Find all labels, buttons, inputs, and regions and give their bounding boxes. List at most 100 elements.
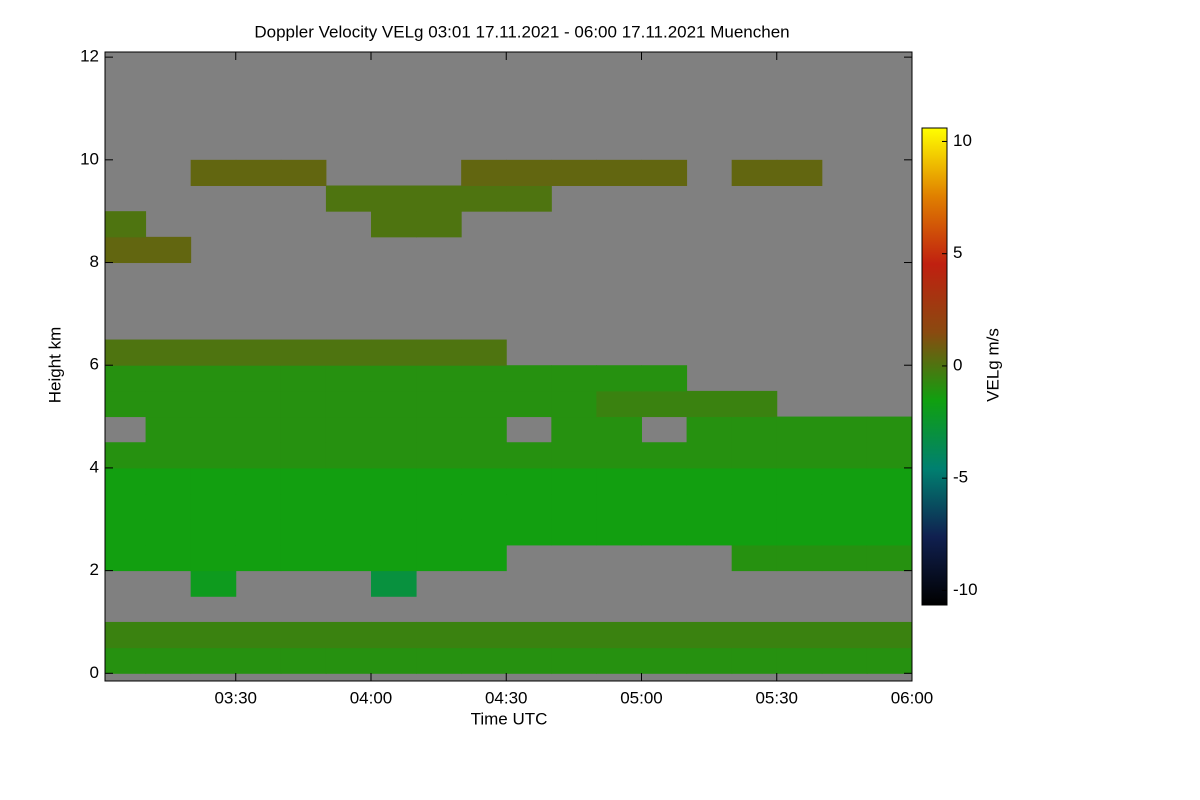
- heatmap-cell: [461, 339, 507, 366]
- x-tick-label: 05:00: [620, 688, 663, 707]
- heatmap-cell: [280, 339, 327, 366]
- heatmap-cell: [461, 416, 507, 443]
- colorbar-tick-label: -10: [953, 580, 978, 599]
- heatmap-cell: [280, 159, 327, 187]
- heatmap-cell: [551, 467, 597, 495]
- heatmap-cell: [370, 365, 417, 392]
- y-tick-label: 0: [90, 663, 99, 682]
- heatmap-cell: [235, 365, 282, 392]
- heatmap-cell: [506, 519, 552, 546]
- heatmap-cell: [235, 493, 282, 520]
- heatmap-cell: [596, 159, 642, 187]
- heatmap-cell: [145, 390, 192, 418]
- heatmap-cell: [280, 544, 327, 572]
- heatmap-cell: [506, 647, 552, 674]
- heatmap-cell: [145, 339, 192, 366]
- heatmap-cell: [190, 467, 237, 495]
- heatmap-cell: [461, 159, 507, 187]
- heatmap-cell: [145, 621, 192, 649]
- heatmap-cell: [325, 647, 372, 674]
- y-tick-label: 6: [90, 355, 99, 374]
- heatmap-cell: [370, 339, 417, 366]
- heatmap-cell: [145, 544, 192, 572]
- heatmap-cell: [370, 493, 417, 520]
- heatmap-cell: [105, 339, 147, 366]
- heatmap-cell: [596, 390, 642, 418]
- colorbar-tick-label: 0: [953, 355, 962, 374]
- heatmap-cell: [416, 390, 462, 418]
- heatmap-cell: [506, 493, 552, 520]
- y-tick-label: 8: [90, 252, 99, 271]
- heatmap-cell: [641, 442, 688, 469]
- heatmap-cell: [235, 519, 282, 546]
- heatmap-cell: [461, 390, 507, 418]
- heatmap-cell: [190, 339, 237, 366]
- colorbar-tick-label: -5: [953, 468, 968, 487]
- heatmap-cell: [866, 493, 912, 520]
- heatmap-cell: [866, 519, 912, 546]
- heatmap-cell: [641, 647, 688, 674]
- heatmap-cell: [866, 544, 912, 572]
- heatmap-cell: [461, 467, 507, 495]
- heatmap-cell: [370, 467, 417, 495]
- heatmap-cell: [105, 211, 147, 238]
- y-tick-label: 4: [90, 457, 99, 476]
- heatmap-cell: [686, 416, 733, 443]
- heatmap-cell: [190, 365, 237, 392]
- heatmap-cell: [325, 390, 372, 418]
- colorbar: [921, 127, 948, 606]
- heatmap-cell: [461, 185, 507, 212]
- heatmap-cell: [416, 185, 462, 212]
- heatmap-cell: [370, 185, 417, 212]
- heatmap-cell: [731, 467, 778, 495]
- heatmap-cell: [105, 442, 147, 469]
- heatmap-cell: [280, 416, 327, 443]
- heatmap-cell: [686, 442, 733, 469]
- heatmap-cell: [866, 647, 912, 674]
- heatmap-cell: [416, 467, 462, 495]
- heatmap-cell: [731, 442, 778, 469]
- x-tick-label: 06:00: [891, 688, 934, 707]
- heatmap-cell: [325, 185, 372, 212]
- heatmap-cell: [235, 544, 282, 572]
- heatmap-cell: [866, 621, 912, 649]
- heatmap-cell: [461, 544, 507, 572]
- heatmap-cell: [641, 159, 688, 187]
- heatmap-cell: [506, 467, 552, 495]
- heatmap-cell: [506, 442, 552, 469]
- heatmap-cell: [596, 493, 642, 520]
- y-tick-label: 10: [80, 149, 99, 168]
- heatmap-cell: [821, 442, 868, 469]
- heatmap-cell: [506, 621, 552, 649]
- heatmap-cell: [105, 519, 147, 546]
- heatmap-cell: [280, 493, 327, 520]
- y-tick-label: 12: [80, 47, 99, 66]
- chart-title: Doppler Velocity VELg 03:01 17.11.2021 -…: [254, 22, 789, 41]
- heatmap-cell: [686, 390, 733, 418]
- heatmap-cell: [686, 519, 733, 546]
- heatmap-cell: [145, 416, 192, 443]
- heatmap-cell: [105, 647, 147, 674]
- heatmap-cell: [596, 519, 642, 546]
- heatmap-cell: [416, 442, 462, 469]
- colorbar-tick-label: 10: [953, 131, 972, 150]
- heatmap-cell: [280, 365, 327, 392]
- heatmap-cell: [145, 493, 192, 520]
- heatmap-cell: [776, 159, 823, 187]
- heatmap-cell: [280, 467, 327, 495]
- heatmap-cell: [551, 442, 597, 469]
- heatmap-cell: [190, 519, 237, 546]
- heatmap-cell: [105, 365, 147, 392]
- heatmap-cell: [821, 467, 868, 495]
- heatmap-cell: [145, 467, 192, 495]
- x-tick-label: 03:30: [214, 688, 257, 707]
- heatmap-cell: [370, 621, 417, 649]
- heatmap-cell: [145, 365, 192, 392]
- plot-frame: [104, 51, 913, 682]
- heatmap-cell: [731, 519, 778, 546]
- heatmap-cell: [280, 647, 327, 674]
- heatmap-cell: [235, 339, 282, 366]
- x-tick-label: 04:00: [350, 688, 393, 707]
- heatmap-cell: [776, 544, 823, 572]
- heatmap-cell: [370, 416, 417, 443]
